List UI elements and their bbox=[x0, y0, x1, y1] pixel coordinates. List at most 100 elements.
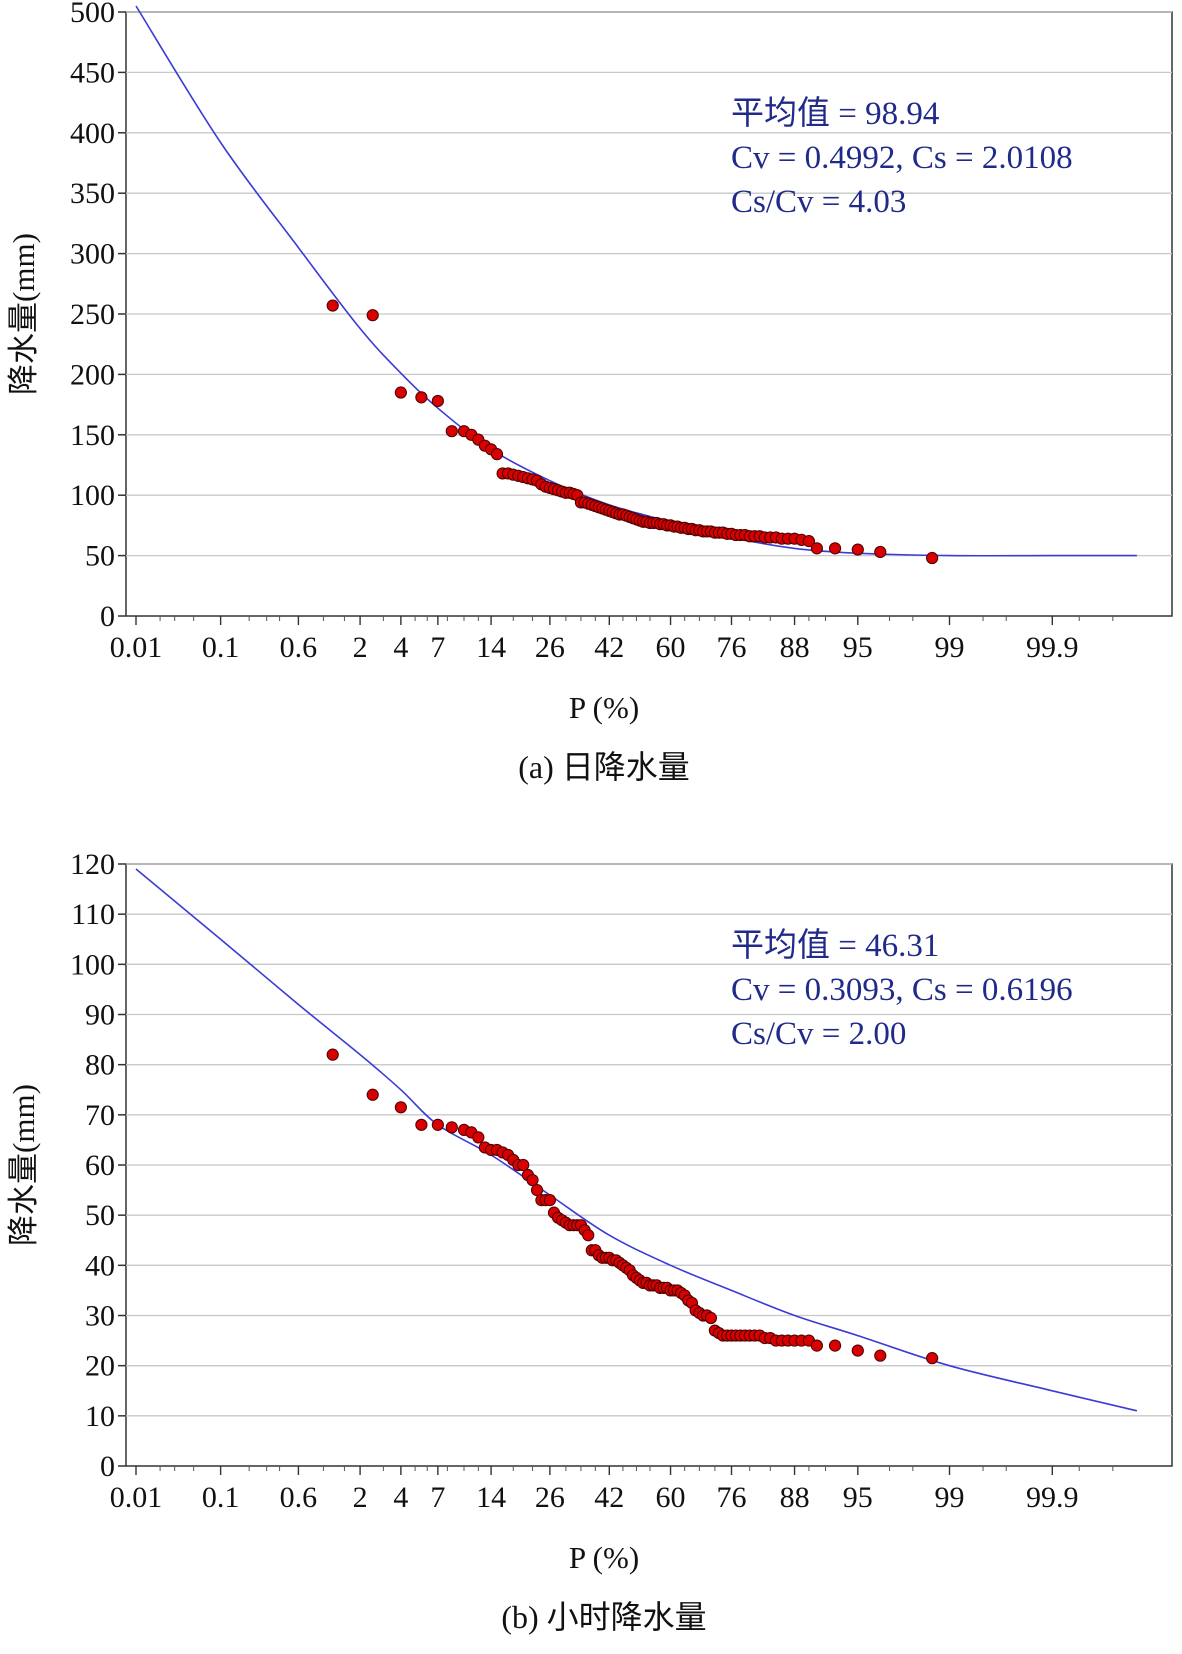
x-tick-label: 99 bbox=[935, 631, 965, 664]
x-tick-label: 0.6 bbox=[280, 1481, 318, 1514]
x-tick-label: 0.1 bbox=[202, 1481, 240, 1514]
x-tick-label: 95 bbox=[843, 631, 873, 664]
y-tick-label: 10 bbox=[85, 1400, 115, 1433]
data-point bbox=[874, 1349, 887, 1362]
chart-b: 0 10 20 30 40 50 60 70 80 90 100 110 120 0.01 0.1 0.6 2 4… bbox=[0, 838, 1182, 1654]
data-point bbox=[415, 1118, 428, 1131]
y-tick-label: 30 bbox=[85, 1300, 115, 1333]
y-tick-label: 120 bbox=[70, 848, 115, 881]
x-tick-label: 2 bbox=[353, 1481, 368, 1514]
x-tick-label: 99 bbox=[935, 1481, 965, 1514]
data-point bbox=[415, 391, 428, 404]
x-tick-label: 0.01 bbox=[110, 631, 163, 664]
x-tick-label: 7 bbox=[430, 631, 445, 664]
x-tick-label: 99.9 bbox=[1026, 631, 1079, 664]
data-point bbox=[704, 1311, 718, 1325]
y-tick-label: 450 bbox=[70, 56, 115, 89]
data-point bbox=[802, 535, 816, 548]
data-point bbox=[431, 1118, 444, 1131]
data-point bbox=[926, 551, 939, 565]
x-tick-label: 14 bbox=[476, 631, 506, 664]
y-tick-label: 500 bbox=[70, 0, 115, 29]
data-point bbox=[926, 1352, 939, 1365]
data-point bbox=[828, 542, 842, 555]
x-tick-label: 14 bbox=[476, 1481, 506, 1514]
data-point bbox=[810, 542, 823, 555]
data-point bbox=[431, 394, 444, 408]
data-point bbox=[326, 299, 339, 312]
chart-a-svg: 0 50 100 150 200 250 300 350 400 450 500 0.01 0.1 0.6… bbox=[6, 0, 1173, 785]
data-point bbox=[874, 545, 887, 559]
y-tick-label: 40 bbox=[85, 1249, 115, 1282]
x-axis-label: P (%) bbox=[569, 1540, 639, 1575]
stat-label-3: Cs/Cv = 4.03 bbox=[731, 184, 906, 220]
y-axis-label: 降水量(mm) bbox=[6, 1084, 41, 1246]
data-point bbox=[828, 1339, 842, 1352]
data-point bbox=[394, 386, 407, 399]
data-point bbox=[851, 1344, 864, 1357]
y-tick-label: 80 bbox=[85, 1049, 115, 1082]
y-tick-label: 100 bbox=[70, 479, 115, 512]
data-point bbox=[490, 448, 504, 461]
y-tick-label: 20 bbox=[85, 1350, 115, 1383]
data-point bbox=[366, 1088, 379, 1101]
x-tick-label: 60 bbox=[656, 1481, 686, 1514]
y-tick-label: 0 bbox=[100, 1450, 115, 1483]
y-tick-label: 90 bbox=[85, 999, 115, 1032]
y-tick-label: 200 bbox=[70, 358, 115, 391]
y-tick-label: 100 bbox=[70, 948, 115, 981]
y-tick-label: 60 bbox=[85, 1149, 115, 1182]
stat-label-1: 平均值 = 46.31 bbox=[731, 927, 939, 964]
x-tick-label: 4 bbox=[393, 631, 408, 664]
x-tick-label: 99.9 bbox=[1026, 1481, 1079, 1514]
y-tick-label: 110 bbox=[71, 898, 115, 931]
x-tick-label: 76 bbox=[717, 1481, 747, 1514]
figure-caption: (a) 日降水量 bbox=[518, 749, 690, 785]
y-tick-label: 150 bbox=[70, 419, 115, 452]
x-tick-label: 4 bbox=[393, 1481, 408, 1514]
x-tick-label: 88 bbox=[780, 631, 810, 664]
y-tick-label: 50 bbox=[85, 540, 115, 573]
data-point bbox=[851, 543, 864, 556]
data-point bbox=[582, 1229, 595, 1242]
data-point bbox=[810, 1339, 823, 1352]
data-point bbox=[326, 1048, 339, 1061]
x-tick-label: 88 bbox=[780, 1481, 810, 1514]
y-tick-label: 0 bbox=[100, 600, 115, 633]
x-axis-label: P (%) bbox=[569, 690, 639, 725]
x-tick-label: 42 bbox=[594, 631, 624, 664]
data-point bbox=[526, 1173, 539, 1187]
chart-a: 0 50 100 150 200 250 300 350 400 450 500 0.01 0.1 0.6… bbox=[0, 0, 1182, 810]
y-tick-label: 250 bbox=[70, 298, 115, 331]
x-tick-label: 0.6 bbox=[280, 631, 318, 664]
data-point bbox=[394, 1101, 407, 1114]
x-tick-label: 7 bbox=[430, 1481, 445, 1514]
x-tick-label: 2 bbox=[353, 631, 368, 664]
x-tick-label: 76 bbox=[717, 631, 747, 664]
data-point bbox=[445, 1121, 458, 1134]
data-point bbox=[543, 1194, 556, 1207]
x-tick-label: 60 bbox=[656, 631, 686, 664]
y-axis-label: 降水量(mm) bbox=[6, 233, 41, 395]
data-point bbox=[366, 309, 379, 322]
figure-caption: (b) 小时降水量 bbox=[501, 1599, 706, 1635]
stat-label-3: Cs/Cv = 2.00 bbox=[731, 1016, 906, 1052]
data-point bbox=[517, 1158, 530, 1172]
x-tick-label: 0.01 bbox=[110, 1481, 163, 1514]
data-point bbox=[472, 1131, 485, 1144]
stat-label-2: Cv = 0.4992, Cs = 2.0108 bbox=[731, 140, 1073, 176]
data-point bbox=[445, 425, 458, 438]
data-point bbox=[530, 1183, 544, 1197]
y-tick-label: 300 bbox=[70, 238, 115, 271]
x-tick-label: 26 bbox=[535, 631, 565, 664]
stat-label-2: Cv = 0.3093, Cs = 0.6196 bbox=[731, 972, 1073, 1008]
stat-label-1: 平均值 = 98.94 bbox=[731, 95, 939, 132]
x-tick-label: 42 bbox=[594, 1481, 624, 1514]
x-tick-label: 95 bbox=[843, 1481, 873, 1514]
y-tick-label: 400 bbox=[70, 117, 115, 150]
y-tick-label: 50 bbox=[85, 1199, 115, 1232]
x-tick-label: 26 bbox=[535, 1481, 565, 1514]
y-tick-label: 350 bbox=[70, 177, 115, 210]
y-tick-label: 70 bbox=[85, 1099, 115, 1132]
